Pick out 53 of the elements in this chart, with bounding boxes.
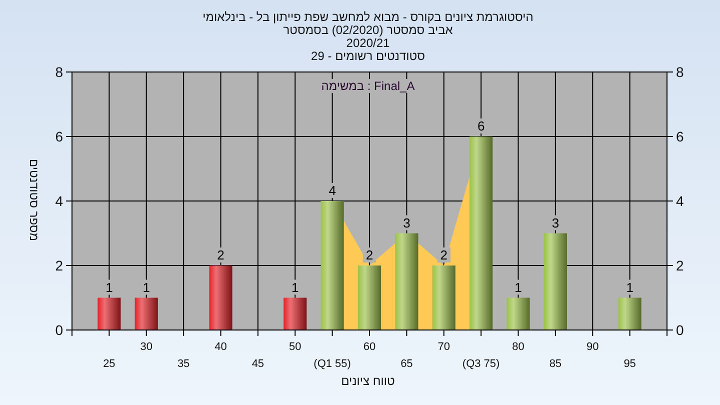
- bar: [209, 266, 232, 330]
- bar: [432, 266, 456, 330]
- data-label: 2: [440, 248, 448, 262]
- x-tick-label: 25: [103, 358, 116, 370]
- x-tick-label: 50: [289, 341, 302, 353]
- data-label: 1: [514, 280, 522, 295]
- x-tick-label: 85: [549, 358, 562, 370]
- y-axis-title: מספר סטודנטים: [27, 158, 41, 242]
- x-tick-label: 80: [512, 341, 524, 353]
- bar: [134, 298, 158, 330]
- data-label: 1: [292, 280, 299, 295]
- y2-tick-label: 0: [676, 322, 684, 338]
- x-tick-label: 65: [400, 358, 413, 370]
- x-tick-label: 60: [363, 341, 376, 353]
- data-label: 2: [366, 248, 374, 262]
- data-label: 1: [626, 280, 634, 295]
- data-label: 3: [552, 215, 560, 230]
- x-tick-label: 30: [140, 341, 152, 353]
- bar: [470, 136, 493, 330]
- data-label: 4: [328, 183, 336, 198]
- y-tick-label: 4: [55, 193, 64, 209]
- bar: [544, 233, 567, 330]
- bar: [320, 201, 344, 330]
- bar: [358, 266, 382, 330]
- bar: [618, 298, 642, 330]
- x-tick-label: 95: [624, 358, 636, 370]
- bar: [98, 298, 121, 330]
- data-label: 3: [403, 215, 410, 230]
- x-tick-label: 40: [214, 341, 227, 353]
- x-tick-label: 35: [177, 358, 190, 370]
- y2-tick-label: 6: [676, 128, 684, 144]
- data-label: 1: [142, 280, 150, 295]
- data-label: 1: [106, 280, 113, 295]
- bar: [506, 298, 530, 330]
- y-tick-label: 2: [55, 258, 64, 274]
- x-tick-label: 45: [252, 358, 264, 370]
- x-tick-label: 70: [438, 341, 450, 353]
- y2-tick-label: 4: [676, 193, 684, 209]
- y2-tick-label: 2: [676, 258, 684, 274]
- x-tick-label: (Q1 55): [314, 358, 351, 370]
- y-tick-label: 6: [55, 128, 64, 144]
- y-tick-label: 8: [55, 64, 64, 80]
- bar: [395, 233, 418, 330]
- x-tick-label: (Q3 75): [462, 358, 500, 370]
- data-label: 6: [477, 118, 485, 134]
- annotation: Final_A : במשימה: [321, 79, 415, 93]
- y2-tick-label: 8: [676, 64, 684, 80]
- chart-title: היסטוגרמת ציונים בקורס - מבוא למחשב שפת פייתון בל - בינלאומי: [202, 10, 534, 24]
- bar: [284, 298, 307, 330]
- data-label: 2: [217, 248, 224, 262]
- y-tick-label: 0: [55, 322, 64, 338]
- x-axis-title: טווח ציונים: [341, 374, 396, 388]
- x-tick-label: 90: [586, 341, 599, 353]
